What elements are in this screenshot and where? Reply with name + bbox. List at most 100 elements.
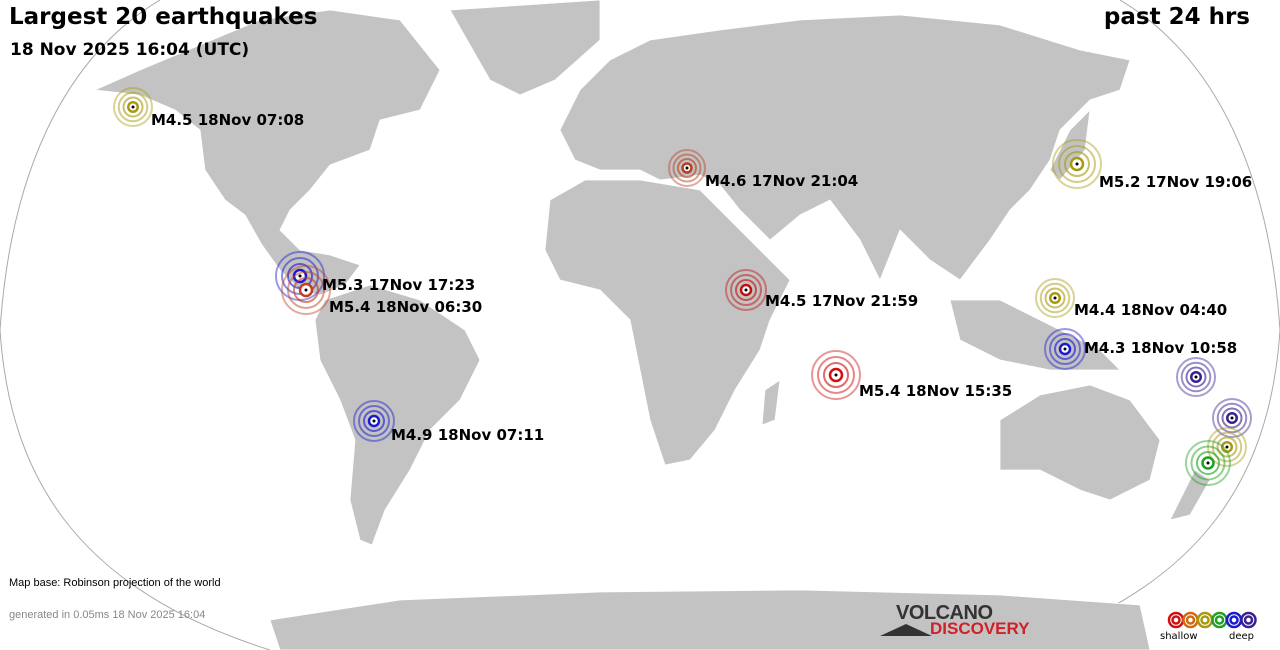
earthquake-markers [113,87,1252,486]
quake-epicenter [304,288,308,292]
quake-label[interactable]: M5.2 17Nov 19:06 [1099,173,1253,191]
quake-label[interactable]: M4.5 18Nov 07:08 [151,111,305,129]
quake-epicenter [1225,445,1229,449]
quake-ring [817,356,855,394]
map-title: Largest 20 earthquakes [9,4,318,30]
quake-ring [677,158,697,178]
quake-ring [668,149,706,187]
quake-label[interactable]: M4.3 18Nov 10:58 [1084,339,1238,357]
legend-ring [1229,615,1239,625]
legend-deep: deep [1229,631,1254,642]
quake-ring [1212,398,1252,438]
quake-marker[interactable] [1044,328,1086,370]
quake-ring [1221,407,1243,429]
quake-ring [725,269,767,311]
quake-epicenter [1075,162,1079,166]
quake-ring [1190,445,1226,481]
legend-ring [1200,615,1210,625]
quake-marker[interactable] [1176,357,1216,397]
quake-ring [281,265,331,315]
quake-ring [823,362,849,388]
quake-ring [1049,333,1081,365]
land [93,0,1211,650]
quake-ring [1216,402,1248,434]
volcanodiscovery-logo[interactable]: VOLCANO DISCOVERY [880,602,1040,642]
madagascar [761,379,781,426]
quake-ring [358,405,390,437]
quake-marker[interactable] [281,265,331,315]
new-zealand [1169,469,1211,521]
quake-epicenter [744,288,748,292]
quake-ring [113,87,153,127]
north-america [93,9,441,296]
quake-ring [1044,287,1066,309]
quake-ring [672,153,702,183]
quake-ring [1185,366,1207,388]
quake-ring [353,400,395,442]
quake-label[interactable]: M5.4 18Nov 06:30 [329,298,483,316]
quake-marker[interactable] [353,400,395,442]
quake-label[interactable]: M4.5 17Nov 21:59 [765,292,919,310]
quake-ring [1216,436,1238,458]
quake-marker[interactable] [1035,278,1075,318]
quake-ring [1064,151,1090,177]
south-america [314,284,481,546]
legend-shallow: shallow [1160,631,1198,642]
quake-ring [293,277,319,303]
quake-epicenter [298,274,302,278]
quake-epicenter [1194,375,1198,379]
legend-ring [1214,615,1225,625]
quake-epicenter [834,373,838,377]
quake-label[interactable]: M5.4 18Nov 15:35 [859,382,1013,400]
depth-legend-rings [1167,611,1257,629]
quake-ring [363,410,385,432]
quake-ring [117,91,149,123]
quake-label[interactable]: M4.6 17Nov 21:04 [705,172,859,190]
map-timestamp: 18 Nov 2025 16:04 (UTC) [10,40,250,60]
quake-ring [1035,278,1075,318]
quake-ring [1196,451,1220,475]
quake-ring [1185,440,1231,486]
quake-epicenter [685,166,689,170]
quake-ring [1058,145,1096,183]
quake-epicenter [1053,296,1057,300]
quake-marker[interactable] [1212,398,1252,438]
quake-ring [735,279,757,301]
legend-ring [1185,615,1196,625]
quake-marker[interactable] [113,87,153,127]
quake-epicenter [1206,461,1210,465]
quake-marker[interactable] [668,149,706,187]
quake-epicenter [131,105,135,109]
quake-marker[interactable] [1185,440,1231,486]
quake-label[interactable]: M4.4 18Nov 04:40 [1074,301,1228,319]
quake-ring [1052,139,1102,189]
southeast-asia [949,299,1121,371]
quake-marker[interactable] [811,350,861,400]
quake-ring [1044,328,1086,370]
depth-legend: shallow deep [1160,610,1270,650]
africa [544,179,791,466]
australia [999,384,1161,501]
legend-ring [1171,615,1181,625]
quake-ring [1176,357,1216,397]
quake-ring [287,271,325,309]
legend-ring [1243,615,1254,625]
quake-ring [730,274,762,306]
quake-ring [811,350,861,400]
quake-label[interactable]: M4.9 18Nov 07:11 [391,426,545,444]
volcano-icon [880,624,932,636]
quake-ring [1180,361,1212,393]
quake-ring [1054,338,1076,360]
quake-epicenter [372,419,376,423]
time-period: past 24 hrs [1103,4,1250,30]
map-base-note: Map base: Robinson projection of the wor… [9,577,221,589]
greenland [449,0,601,96]
quake-marker[interactable] [725,269,767,311]
quake-ring [122,96,144,118]
quake-epicenter [1230,416,1234,420]
quake-epicenter [1063,347,1067,351]
quake-marker[interactable] [1052,139,1102,189]
quake-label[interactable]: M5.3 17Nov 17:23 [322,276,476,294]
